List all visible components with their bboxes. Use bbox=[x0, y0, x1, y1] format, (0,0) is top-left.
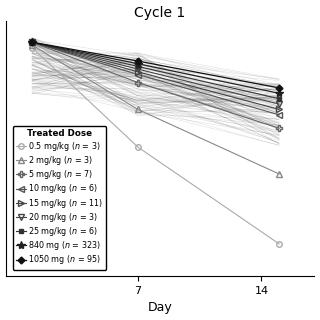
Title: Cycle 1: Cycle 1 bbox=[134, 5, 186, 20]
X-axis label: Day: Day bbox=[148, 301, 172, 315]
Legend: 0.5 mg/kg ($n$ = 3), 2 mg/kg ($n$ = 3), 5 mg/kg ($n$ = 7), 10 mg/kg ($n$ = 6), 1: 0.5 mg/kg ($n$ = 3), 2 mg/kg ($n$ = 3), … bbox=[13, 126, 106, 269]
